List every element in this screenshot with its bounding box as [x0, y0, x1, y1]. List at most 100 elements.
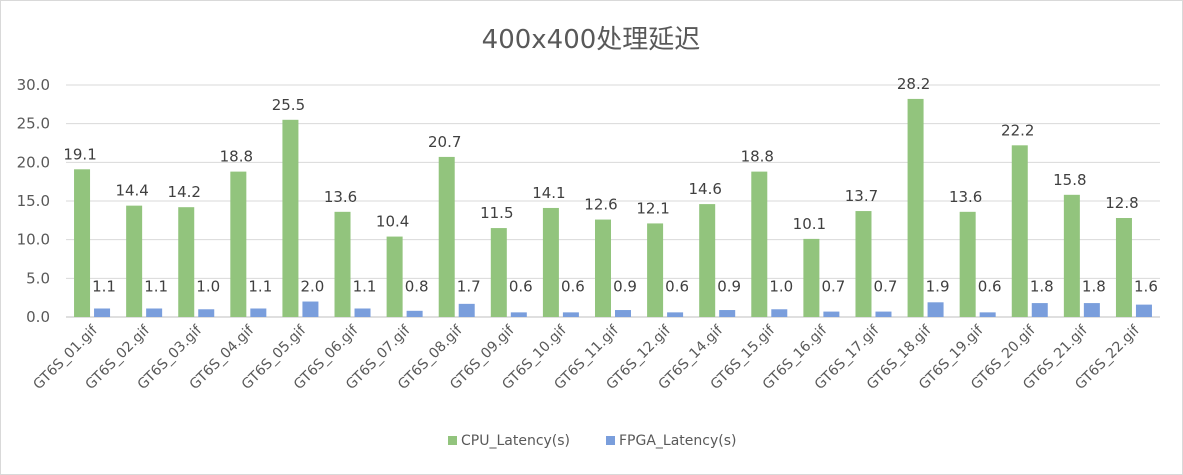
data-label-cpu: 22.2 [1001, 121, 1034, 139]
bar-fpga [719, 310, 736, 317]
bar-fpga [1135, 304, 1152, 317]
legend-swatch-cpu [448, 436, 457, 445]
bar-cpu [1011, 145, 1028, 317]
data-label-cpu: 18.8 [741, 148, 774, 166]
bar-cpu [647, 223, 664, 317]
data-label-cpu: 10.1 [793, 215, 826, 233]
y-tick-label: 20.0 [17, 153, 50, 171]
data-label-cpu: 12.1 [636, 199, 669, 217]
bar-cpu [595, 219, 611, 317]
bar-fpga [302, 301, 319, 317]
bar-cpu [855, 211, 872, 317]
bar-fpga [510, 312, 527, 317]
data-label-fpga: 0.6 [665, 278, 689, 296]
bar-cpu [751, 171, 768, 317]
legend-label-fpga: FPGA_Latency(s) [619, 433, 736, 449]
data-label-cpu: 14.6 [688, 180, 721, 198]
data-label-fpga: 0.6 [509, 278, 533, 296]
data-label-fpga: 1.9 [926, 278, 950, 296]
data-label-cpu: 20.7 [428, 133, 461, 151]
bars [74, 98, 1152, 317]
bar-fpga [979, 312, 996, 317]
bar-fpga [823, 311, 840, 317]
y-tick-label: 30.0 [17, 76, 50, 94]
bar-cpu [178, 207, 195, 317]
data-label-cpu: 19.1 [63, 145, 96, 163]
data-label-cpu: 28.2 [897, 75, 930, 93]
legend-label-cpu: CPU_Latency(s) [461, 433, 570, 449]
data-label-fpga: 1.1 [248, 278, 272, 296]
bar-cpu [699, 204, 716, 317]
data-label-fpga: 1.0 [196, 278, 220, 296]
bar-cpu [230, 171, 247, 317]
y-tick-label: 0.0 [26, 308, 50, 326]
data-label-fpga: 0.9 [613, 278, 637, 296]
data-label-cpu: 13.6 [324, 188, 357, 206]
data-label-cpu: 10.4 [376, 213, 409, 231]
data-label-cpu: 25.5 [272, 96, 305, 114]
bar-fpga [354, 308, 371, 317]
y-tick-label: 25.0 [17, 115, 50, 133]
gridlines [66, 84, 1160, 318]
data-label-cpu: 15.8 [1053, 171, 1086, 189]
bar-fpga [667, 312, 684, 317]
bar-cpu [1115, 218, 1132, 317]
bar-cpu [803, 238, 820, 317]
data-label-cpu: 14.2 [168, 183, 201, 201]
bar-fpga [406, 310, 423, 317]
bar-fpga [615, 310, 631, 317]
bar-cpu [386, 236, 403, 317]
bar-cpu [490, 228, 507, 317]
bar-fpga [146, 308, 163, 317]
data-label-fpga: 1.1 [353, 278, 377, 296]
data-label-cpu: 11.5 [480, 204, 513, 222]
y-tick-label: 10.0 [17, 231, 50, 249]
data-label-fpga: 1.1 [144, 278, 168, 296]
bar-cpu [542, 207, 559, 317]
bar-cpu [126, 205, 143, 317]
data-labels: 19.1 1.1 14.4 1.1 14.2 1.0 18.8 1.1 25.5 2.0 13.6 1… [63, 75, 1158, 296]
bar-fpga [458, 303, 475, 317]
bar-cpu [282, 119, 299, 317]
bar-cpu [959, 211, 976, 317]
bar-cpu [74, 169, 91, 317]
bar-cpu [334, 211, 351, 317]
data-label-fpga: 2.0 [300, 278, 324, 296]
data-label-cpu: 12.8 [1105, 194, 1138, 212]
data-label-fpga: 1.0 [769, 278, 793, 296]
data-label-fpga: 1.6 [1134, 278, 1158, 296]
y-tick-label: 5.0 [26, 269, 50, 287]
data-label-cpu: 13.6 [949, 188, 982, 206]
data-label-fpga: 0.9 [717, 278, 741, 296]
data-label-fpga: 1.1 [92, 278, 116, 296]
data-label-fpga: 1.7 [457, 278, 481, 296]
bar-fpga [875, 311, 892, 317]
data-label-fpga: 0.7 [821, 278, 845, 296]
bar-cpu [438, 156, 455, 317]
data-label-fpga: 0.8 [405, 278, 429, 296]
bar-fpga [1031, 303, 1048, 317]
data-label-fpga: 0.6 [978, 278, 1002, 296]
bar-cpu [907, 98, 924, 317]
data-label-cpu: 14.1 [532, 184, 565, 202]
data-label-fpga: 1.8 [1082, 278, 1106, 296]
chart-title: 400x400处理延迟 [482, 25, 701, 55]
bar-fpga [198, 309, 215, 317]
data-label-cpu: 18.8 [220, 148, 253, 166]
bar-fpga [250, 308, 267, 317]
x-axis: GT6S_01.gifGT6S_02.gifGT6S_03.gifGT6S_04… [30, 322, 1143, 393]
bar-fpga [927, 302, 944, 317]
y-axis: 0.0 5.0 10.0 15.0 20.0 25.0 30.0 [17, 76, 50, 326]
data-label-fpga: 1.8 [1030, 278, 1054, 296]
data-label-cpu: 13.7 [845, 187, 878, 205]
data-label-cpu: 12.6 [584, 196, 617, 214]
data-label-fpga: 0.7 [874, 278, 898, 296]
bar-fpga [1083, 303, 1100, 317]
bar-fpga [94, 308, 111, 317]
legend: CPU_Latency(s) FPGA_Latency(s) [448, 433, 736, 449]
bar-cpu [1063, 194, 1080, 317]
y-tick-label: 15.0 [17, 192, 50, 210]
bar-fpga [562, 312, 579, 317]
